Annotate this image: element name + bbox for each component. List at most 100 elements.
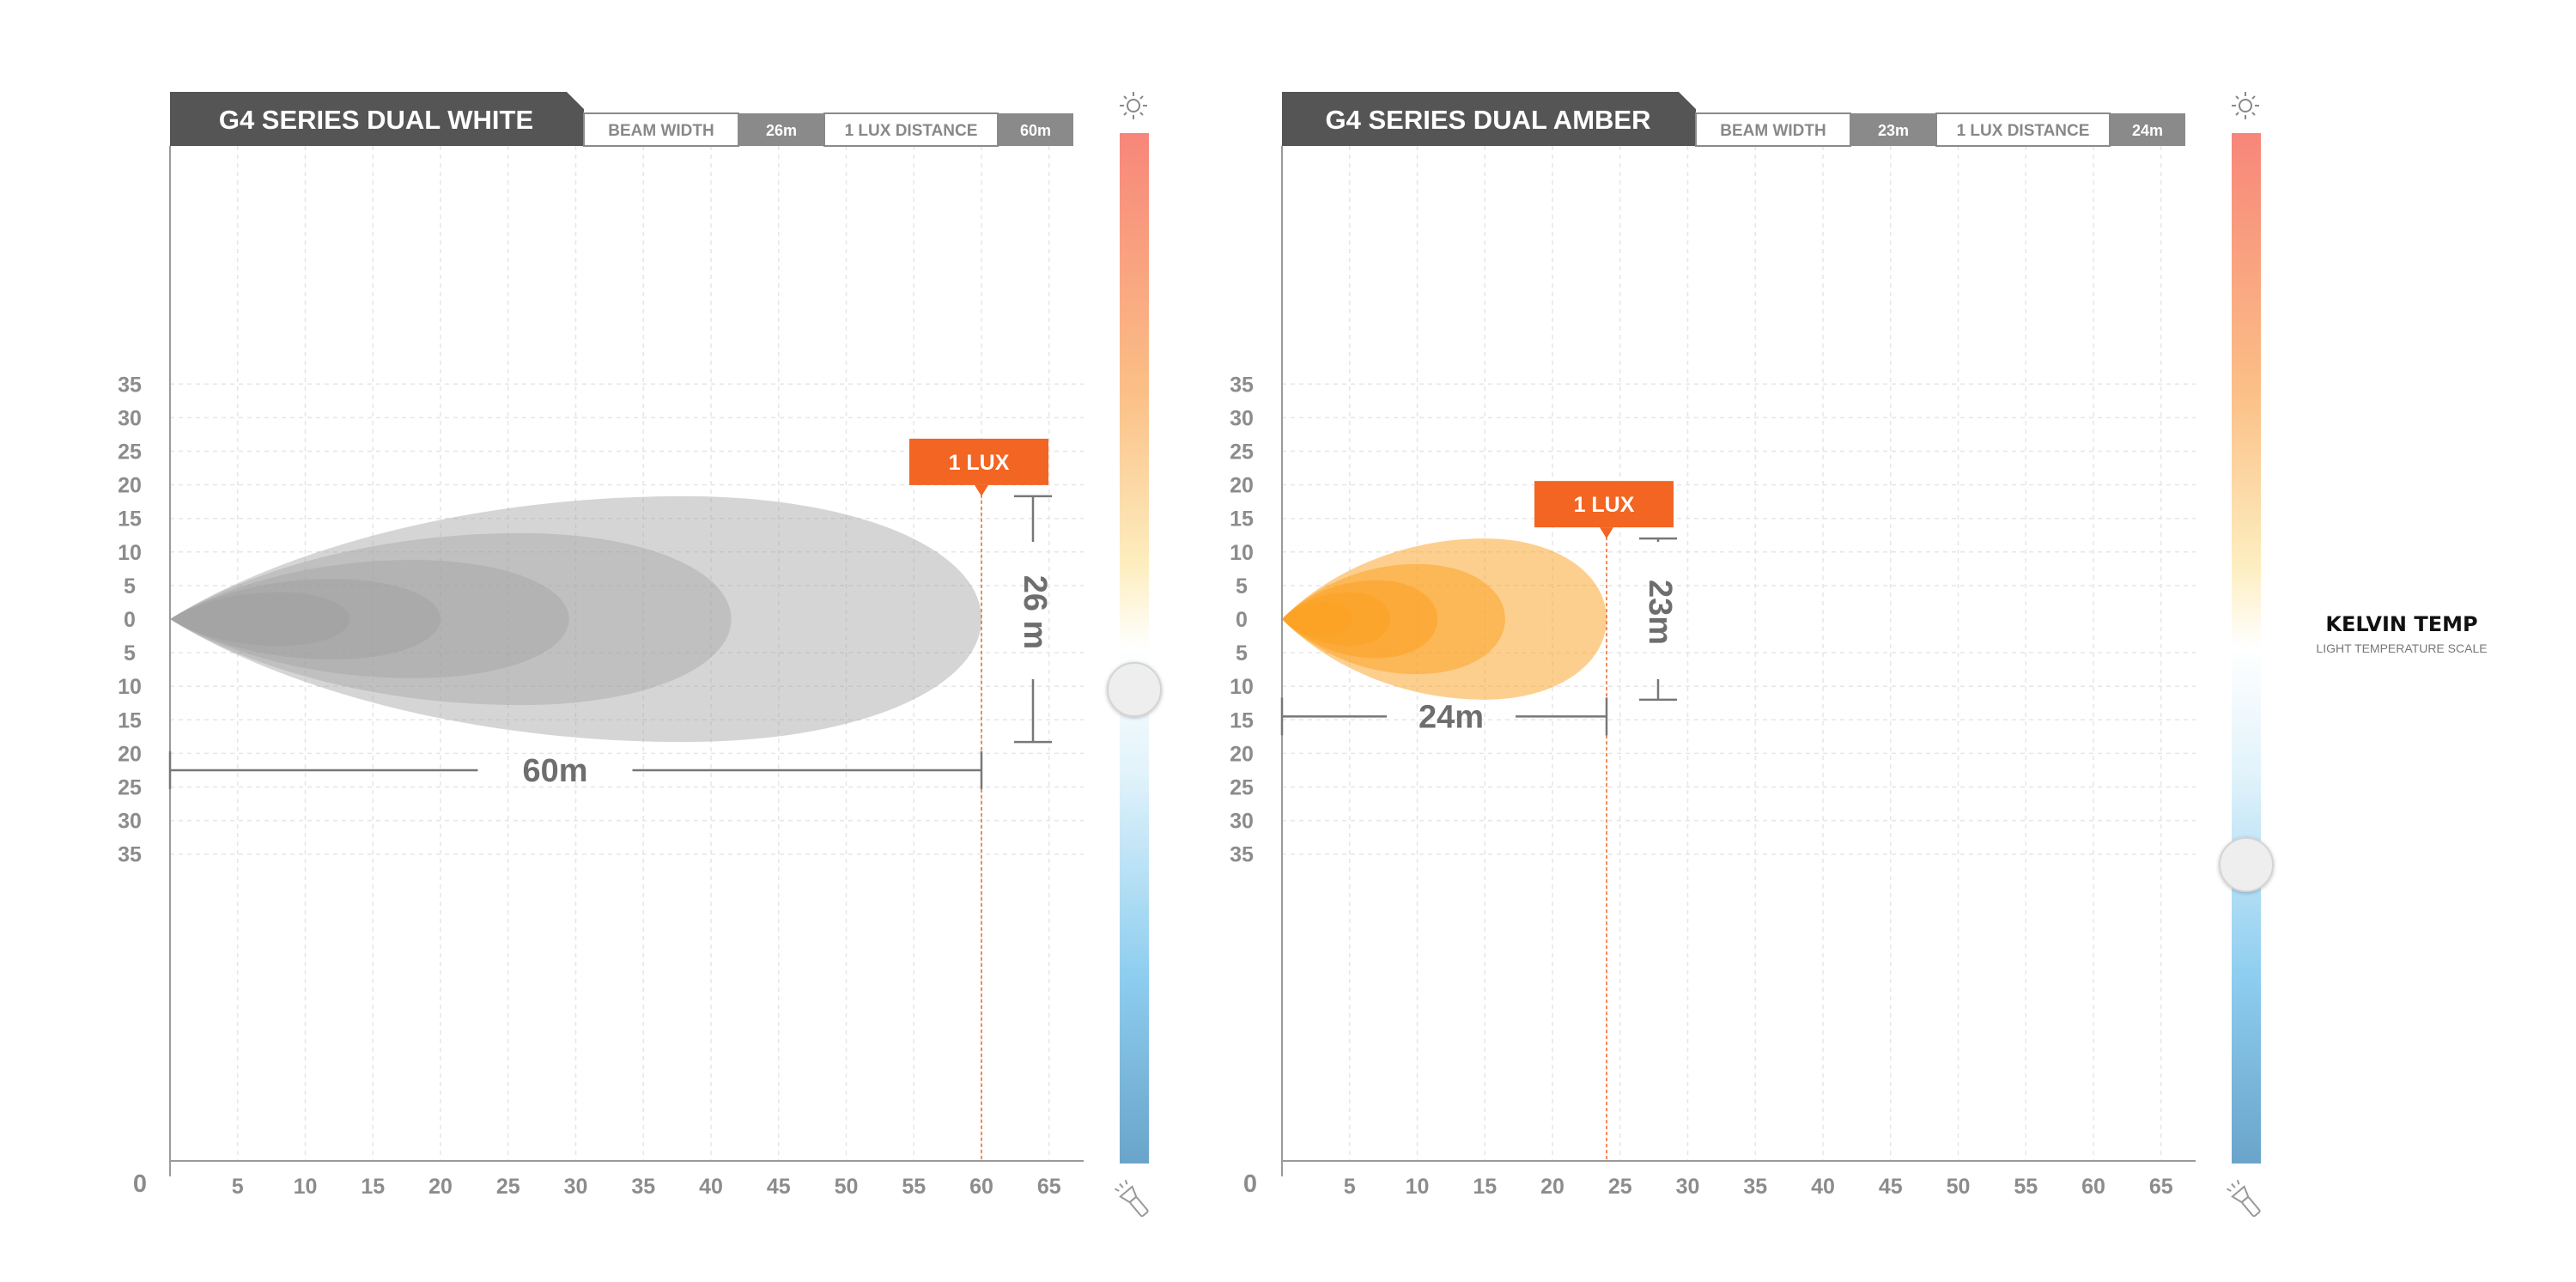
x-tick-label: 10	[1406, 1175, 1430, 1199]
lux-callout: 1 LUX	[909, 438, 1048, 496]
x-tick-label: 40	[1811, 1175, 1835, 1199]
origin-label: 0	[1243, 1170, 1257, 1198]
x-tick-label: 35	[1743, 1175, 1767, 1199]
sun-icon	[1120, 92, 1147, 119]
lux-distance-label-box	[823, 112, 999, 147]
lux-callout-box	[1534, 481, 1674, 528]
y-tick-label: 10	[1230, 541, 1254, 565]
axes	[169, 146, 1084, 1176]
chart-header: G4 SERIES DUAL AMBER BEAM WIDTH 23m 1 LU…	[1282, 92, 2185, 147]
x-tick-label: 30	[564, 1175, 588, 1199]
chart-title: G4 SERIES DUAL WHITE	[219, 105, 533, 135]
kelvin-scale-bar	[1120, 133, 1149, 1164]
x-tick-label: 25	[1608, 1175, 1632, 1199]
beam-width-label-box	[583, 112, 739, 147]
x-tick-labels: 5 10 15 20 25 30 35 40 45 50 55 60 65	[232, 1175, 1061, 1199]
y-tick-label: 20	[118, 474, 142, 498]
lux-distance-label: 1 LUX DISTANCE	[1957, 122, 2090, 140]
lux-callout-box	[909, 438, 1048, 485]
beam-width-dimension	[1014, 495, 1052, 744]
lux-callout-pointer	[1600, 527, 1613, 539]
x-tick-label: 60	[2081, 1175, 2105, 1199]
y-tick-label: 20	[118, 742, 142, 766]
beam-layer	[170, 532, 732, 706]
lux-distance-value-box	[998, 113, 1073, 146]
y-tick-label: 20	[1230, 474, 1254, 498]
x-tick-label: 30	[1676, 1175, 1700, 1199]
y-tick-label: 30	[1230, 810, 1254, 834]
y-tick-label: 5	[124, 574, 136, 598]
y-tick-label: 25	[1230, 440, 1254, 465]
kelvin-slider-knob[interactable]	[1107, 662, 1162, 717]
lux-callout-pointer	[975, 484, 988, 496]
y-tick-label: 5	[124, 641, 136, 665]
chart-header: G4 SERIES DUAL WHITE BEAM WIDTH 26m 1 LU…	[170, 92, 1073, 147]
x-tick-label: 5	[232, 1175, 244, 1199]
y-tick-labels: 35 30 25 20 15 10 5 0 5 10 15 20 25 30 35	[1230, 373, 1254, 866]
kelvin-gauge[interactable]	[2219, 92, 2274, 1219]
y-tick-label: 35	[118, 843, 142, 867]
beam-layer	[1282, 602, 1352, 636]
x-tick-label: 35	[631, 1175, 655, 1199]
flashlight-icon	[2227, 1179, 2261, 1218]
chart-title: G4 SERIES DUAL AMBER	[1326, 105, 1651, 135]
sun-icon	[2232, 92, 2259, 119]
y-tick-label: 20	[1230, 742, 1254, 766]
kelvin-subtitle: LIGHT TEMPERATURE SCALE	[2316, 641, 2487, 655]
lux-callout-label: 1 LUX	[949, 451, 1010, 475]
grid-lines	[1282, 146, 2196, 1161]
distance-dimension	[1280, 697, 1608, 736]
y-tick-label: 15	[118, 708, 142, 732]
y-tick-label: 25	[118, 440, 142, 465]
lux-distance-label: 1 LUX DISTANCE	[845, 122, 978, 140]
distance-dimension-label: 24m	[1419, 699, 1484, 735]
y-tick-label: 10	[118, 541, 142, 565]
beam-width-label-box	[1695, 112, 1851, 147]
x-tick-label: 10	[294, 1175, 318, 1199]
lux-distance-label-box	[1935, 112, 2111, 147]
kelvin-slider-knob[interactable]	[2219, 837, 2274, 892]
beam-layer	[170, 579, 440, 659]
y-tick-label: 5	[1236, 574, 1248, 598]
beam-layer	[170, 560, 569, 678]
beam-layers	[170, 495, 981, 743]
y-tick-label: 15	[118, 507, 142, 532]
lux-callout: 1 LUX	[1534, 481, 1674, 539]
x-tick-label: 55	[902, 1175, 926, 1199]
axes	[1281, 146, 2196, 1176]
x-tick-labels: 5 10 15 20 25 30 35 40 45 50 55 60 65	[1344, 1175, 2173, 1199]
y-tick-label: 0	[124, 608, 136, 632]
beam-width-value: 26m	[766, 122, 797, 139]
kelvin-title: KELVIN TEMP	[2325, 612, 2477, 636]
x-tick-label: 60	[969, 1175, 993, 1199]
beam-width-value: 23m	[1878, 122, 1909, 139]
x-tick-label: 20	[428, 1175, 453, 1199]
x-tick-label: 45	[1879, 1175, 1903, 1199]
distance-dimension-label: 60m	[522, 753, 587, 789]
beam-width-label: BEAM WIDTH	[608, 122, 714, 140]
beam-width-dimension-label: 26 m	[1017, 575, 1053, 650]
lux-distance-value-box	[2110, 113, 2185, 146]
x-tick-label: 15	[1473, 1175, 1497, 1199]
kelvin-gauge[interactable]	[1107, 92, 1162, 1219]
beam-layer	[170, 495, 981, 743]
x-tick-label: 45	[767, 1175, 791, 1199]
distance-dimension	[168, 750, 983, 789]
grid-lines	[170, 146, 1084, 1161]
lux-callout-label: 1 LUX	[1574, 493, 1635, 517]
x-tick-label: 15	[361, 1175, 385, 1199]
title-tab	[1282, 92, 1696, 146]
y-tick-labels: 35 30 25 20 15 10 5 0 5 10 15 20 25 30 35	[118, 373, 142, 866]
x-tick-label: 25	[496, 1175, 520, 1199]
kelvin-scale-bar	[2232, 133, 2261, 1164]
y-tick-label: 0	[1236, 608, 1248, 632]
x-tick-label: 5	[1344, 1175, 1356, 1199]
y-tick-label: 35	[1230, 373, 1254, 397]
beam-width-value-box	[738, 113, 824, 146]
y-tick-label: 25	[1230, 776, 1254, 800]
origin-label: 0	[133, 1170, 147, 1198]
x-tick-label: 20	[1540, 1175, 1564, 1199]
beam-layers	[1282, 538, 1607, 700]
